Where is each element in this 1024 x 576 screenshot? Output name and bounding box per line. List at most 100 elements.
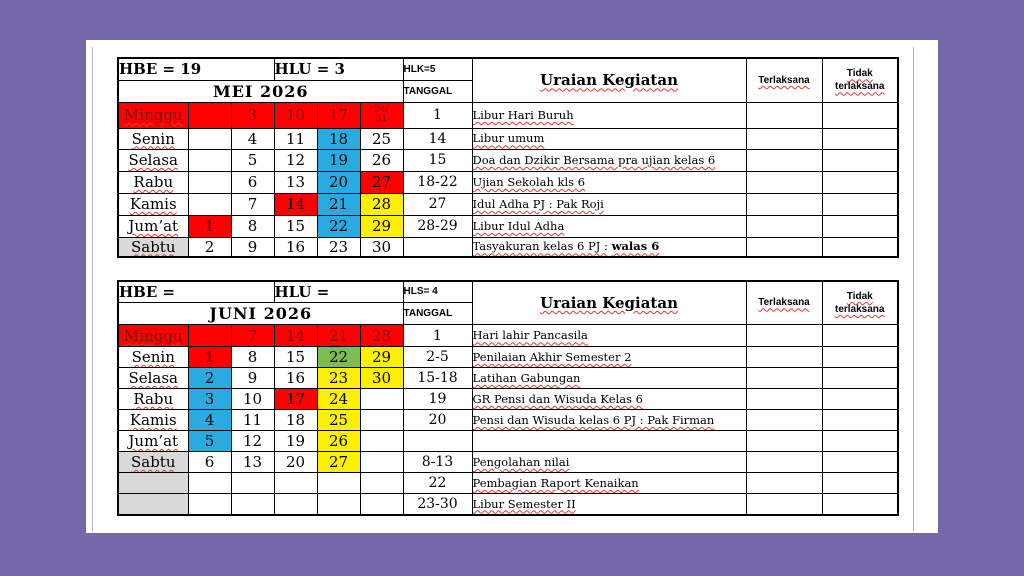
date-cell: 18 xyxy=(273,409,318,431)
terlaksana-label: Terlaksana xyxy=(758,74,810,86)
terlaksana-cell xyxy=(745,346,823,368)
tidak-terlaksana-label: Tidak terlaksana xyxy=(835,68,885,93)
terlaksana-cell xyxy=(745,367,823,389)
tidak-terlaksana-cell xyxy=(821,236,899,257)
day-name-cell: Sabtu xyxy=(117,451,189,473)
may-calendar-body: Minggu 3 10 17 24/ 31 1 Libur Hari Buruh Senin 4… xyxy=(117,101,899,257)
date-cell xyxy=(230,493,275,515)
tanggal-cell: 28-29 xyxy=(402,214,473,238)
date-cell xyxy=(359,388,404,410)
calendar-row: Sabtu 2 9 16 23 30 Tasyakuran kelas 6 PJ : wal… xyxy=(117,236,899,257)
tidak-terlaksana-cell xyxy=(821,170,899,194)
date-cell xyxy=(187,101,232,129)
terlaksana-cell xyxy=(745,430,823,452)
day-name-cell xyxy=(117,472,189,494)
uraian-kegiatan-header: Uraian Kegiatan xyxy=(471,280,747,325)
month-title-juni: JUNI 2026 xyxy=(117,302,404,325)
day-name-cell: Selasa xyxy=(117,367,189,389)
day-name-cell: Sabtu xyxy=(117,236,189,257)
date-cell: 4 xyxy=(187,409,232,431)
terlaksana-header: Terlaksana xyxy=(745,57,823,103)
june-calendar-body: Minggu 7 14 21 28 1 Hari lahir Pancasila Senin 1… xyxy=(117,324,899,515)
date-cell: 19 xyxy=(273,430,318,452)
tidak-terlaksana-cell xyxy=(821,451,899,473)
date-cell: 4 xyxy=(230,127,275,150)
terlaksana-cell xyxy=(745,472,823,494)
date-cell: 10 xyxy=(230,388,275,410)
tanggal-cell: 20 xyxy=(402,409,473,431)
tanggal-cell: 14 xyxy=(402,127,473,150)
date-cell: 21 xyxy=(316,324,361,347)
date-cell xyxy=(359,409,404,431)
calendar-row: Rabu 3 10 17 24 19 GR Pensi dan Wisuda Kelas 6 xyxy=(117,388,899,410)
uraian-cell: GR Pensi dan Wisuda Kelas 6 xyxy=(471,388,747,410)
date-cell: 21 xyxy=(316,192,361,216)
date-cell: 14 xyxy=(273,324,318,347)
calendar-row: 22 Pembagian Raport Kenaikan xyxy=(117,472,899,494)
terlaksana-cell xyxy=(745,409,823,431)
date-cell: 19 xyxy=(316,148,361,172)
tidak-terlaksana-cell xyxy=(821,127,899,150)
hlk-value: HLK=5 xyxy=(402,57,473,81)
calendar-row: Sabtu 6 13 20 27 8-13 Pengolahan nilai xyxy=(117,451,899,473)
day-name-cell: Minggu xyxy=(117,324,189,347)
date-cell: 1 xyxy=(187,346,232,368)
date-cell: 18 xyxy=(316,127,361,150)
tidak-terlaksana-cell xyxy=(821,409,899,431)
uraian-cell: Libur Hari Buruh xyxy=(471,101,747,129)
terlaksana-cell xyxy=(745,192,823,216)
date-cell xyxy=(273,472,318,494)
day-name-cell: Senin xyxy=(117,127,189,150)
date-cell: 27 xyxy=(359,170,404,194)
date-cell: 5 xyxy=(230,148,275,172)
tidak-terlaksana-header: Tidak terlaksana xyxy=(821,57,899,103)
date-cell xyxy=(187,192,232,216)
uraian-cell: Penilaian Akhir Semester 2 xyxy=(471,346,747,368)
document-page: HBE = 19 HLU = 3 HLK=5 Uraian Kegiatan T… xyxy=(86,40,938,533)
terlaksana-cell xyxy=(745,236,823,257)
tidak-terlaksana-cell xyxy=(821,367,899,389)
date-cell xyxy=(273,493,318,515)
date-cell: 8 xyxy=(230,346,275,368)
day-name-cell: Kamis xyxy=(117,192,189,216)
date-cell: 17 xyxy=(316,101,361,129)
day-name-cell: Rabu xyxy=(117,388,189,410)
day-name-cell: Senin xyxy=(117,346,189,368)
calendar-row: Selasa 5 12 19 26 15 Doa dan Dzikir Bersama pr… xyxy=(117,148,899,172)
date-cell: 5 xyxy=(187,430,232,452)
tanggal-cell: 27 xyxy=(402,192,473,216)
terlaksana-cell xyxy=(745,214,823,238)
left-margin-guide xyxy=(92,47,93,531)
date-cell: 9 xyxy=(230,236,275,257)
tidak-terlaksana-cell xyxy=(821,192,899,216)
date-cell: 20 xyxy=(273,451,318,473)
terlaksana-label: Terlaksana xyxy=(758,297,810,309)
uraian-cell: Libur Semester II xyxy=(471,493,747,515)
uraian-cell: Libur Idul Adha xyxy=(471,214,747,238)
tanggal-cell: 19 xyxy=(402,388,473,410)
date-cell: 29 xyxy=(359,214,404,238)
date-cell: 26 xyxy=(316,430,361,452)
date-cell: 23 xyxy=(316,236,361,257)
terlaksana-cell xyxy=(745,101,823,129)
terlaksana-cell xyxy=(745,493,823,515)
uraian-cell: Pembagian Raport Kenaikan xyxy=(471,472,747,494)
date-cell: 11 xyxy=(230,409,275,431)
tidak-terlaksana-header: Tidak terlaksana xyxy=(821,280,899,325)
date-cell xyxy=(187,127,232,150)
date-cell: 7 xyxy=(230,192,275,216)
tanggal-cell: 1 xyxy=(402,324,473,347)
calendar-row: Senin 4 11 18 25 14 Libur umum xyxy=(117,127,899,150)
calendar-row: Senin 1 8 15 22 29 2-5 Penilaian Akhir Semester… xyxy=(117,346,899,368)
date-cell xyxy=(359,451,404,473)
date-cell xyxy=(359,493,404,515)
tanggal-cell: 8-13 xyxy=(402,451,473,473)
day-name-cell: Minggu xyxy=(117,101,189,129)
terlaksana-cell xyxy=(745,451,823,473)
date-cell: 15 xyxy=(273,346,318,368)
tidak-terlaksana-cell xyxy=(821,324,899,347)
date-cell: 6 xyxy=(230,170,275,194)
hlu-value: HLU = 3 xyxy=(273,57,404,81)
date-cell: 30 xyxy=(359,236,404,257)
right-margin-guide xyxy=(913,47,914,531)
